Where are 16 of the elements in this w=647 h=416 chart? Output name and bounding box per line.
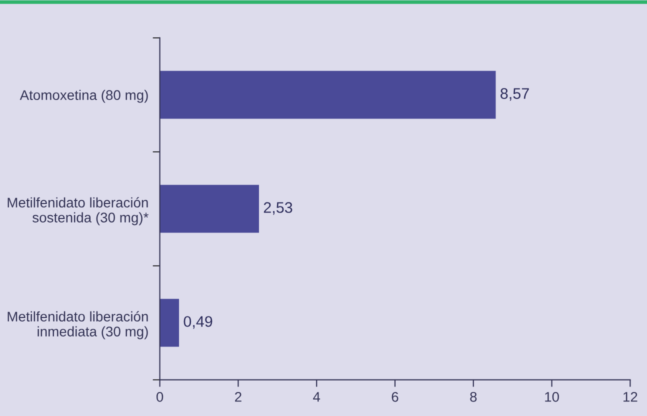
bar [160,70,496,119]
data-label: 2,53 [264,202,292,215]
x-tick-label: 6 [392,392,398,402]
x-tick-label: 8 [470,392,477,402]
y-tick-label: Metilfenidato liberación inmediata (30 mg) [8,311,148,340]
data-label: 8,57 [500,88,529,101]
bar [160,184,259,233]
x-tick-label: 4 [313,392,320,402]
y-tick-label: Atomoxetina (80 mg) [20,90,148,103]
x-tick-label: 12 [624,392,638,402]
y-tick-label: Metilfenidato liberación sostenida (30 mg)* [8,197,148,226]
bar [160,298,180,347]
data-label: 0,49 [184,316,212,329]
x-tick-label: 2 [235,392,242,402]
x-tick-label: 10 [545,392,559,402]
x-tick-label: 0 [156,392,164,402]
